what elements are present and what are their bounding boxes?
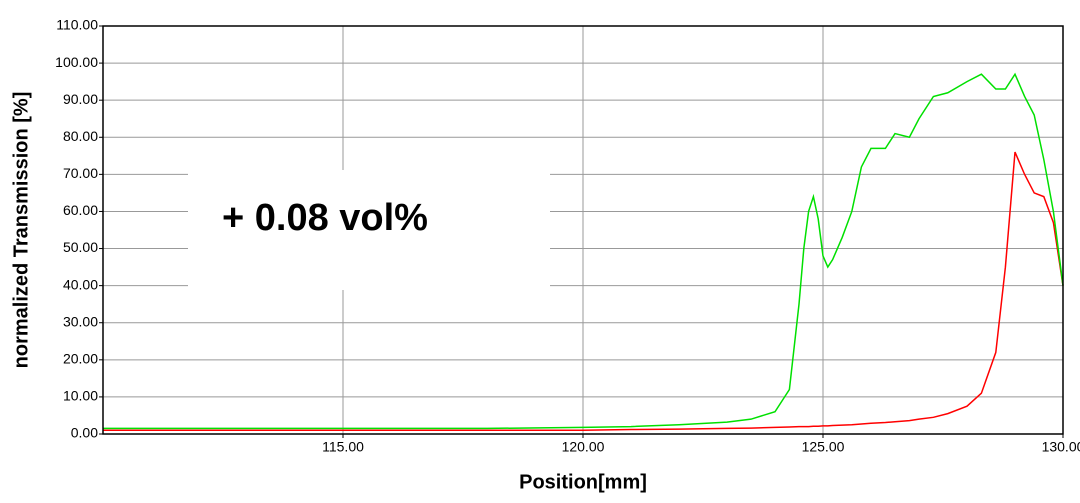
y-tick-label: 80.00 <box>63 128 98 144</box>
x-axis-title: Position[mm] <box>519 471 647 493</box>
x-tick-label: 115.00 <box>322 439 364 455</box>
x-tick-label: 130.00 <box>1042 439 1080 455</box>
y-tick-label: 0.00 <box>71 425 98 441</box>
y-tick-label: 40.00 <box>63 276 98 292</box>
y-tick-label: 90.00 <box>63 91 98 107</box>
y-axis-title: normalized Transmission [%] <box>10 92 32 369</box>
annotation-box <box>188 170 550 290</box>
y-tick-label: 30.00 <box>63 313 98 329</box>
y-tick-label: 10.00 <box>63 388 98 404</box>
annotation: + 0.08 vol% <box>222 197 428 239</box>
y-tick-label: 20.00 <box>63 351 98 367</box>
x-tick-label: 125.00 <box>802 439 845 455</box>
plot-frame <box>102 25 1064 435</box>
y-tick-label: 60.00 <box>63 202 98 218</box>
data-line <box>103 72 1064 430</box>
y-tick-label: 70.00 <box>63 165 98 181</box>
data-line <box>103 151 1064 432</box>
plot-area <box>99 25 1064 438</box>
x-tick-label: 120.00 <box>562 439 605 455</box>
y-tick-label: 50.00 <box>63 239 98 255</box>
y-tick-label: 100.00 <box>55 54 98 70</box>
y-tick-label: 110.00 <box>56 17 98 33</box>
